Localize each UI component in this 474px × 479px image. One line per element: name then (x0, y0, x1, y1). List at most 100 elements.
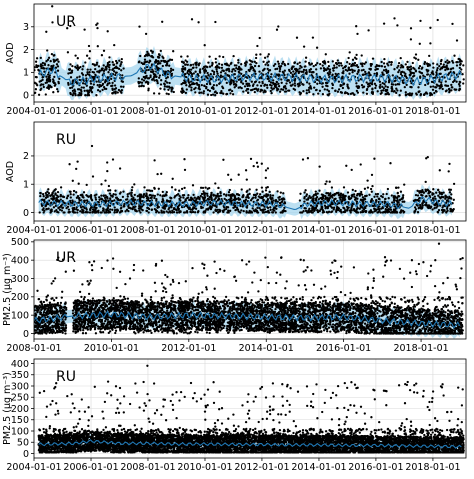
observation-point (88, 57, 91, 60)
observation-point (390, 89, 393, 93)
observation-point (46, 202, 49, 206)
observation-point (216, 211, 220, 214)
observation-point (449, 207, 453, 211)
observation-point (193, 87, 196, 91)
observation-point (387, 207, 391, 211)
observation-point (47, 188, 50, 191)
observation-point (225, 193, 228, 196)
observation-point (429, 26, 432, 29)
observation-point (187, 193, 190, 197)
observation-point (234, 204, 237, 207)
observation-point (71, 94, 74, 97)
observation-point (423, 295, 427, 299)
observation-point (229, 306, 232, 309)
observation-point (51, 21, 54, 24)
observation-point (291, 75, 294, 78)
observation-point (111, 84, 114, 87)
observation-point (165, 62, 169, 65)
observation-point (89, 279, 92, 282)
observation-point (369, 62, 372, 66)
observation-point (438, 190, 441, 194)
observation-point (447, 72, 451, 75)
observation-point (421, 194, 424, 197)
observation-point (168, 86, 172, 89)
observation-point (109, 189, 112, 192)
observation-point (120, 57, 123, 61)
observation-point (36, 64, 39, 68)
observation-point (212, 83, 216, 87)
observation-point (351, 58, 355, 61)
observation-point (55, 196, 58, 200)
observation-point (120, 69, 123, 72)
observation-point (232, 193, 235, 196)
observation-point (329, 192, 332, 195)
observation-point (92, 78, 96, 81)
observation-point (244, 169, 248, 172)
observation-point (418, 70, 421, 73)
observation-point (336, 192, 339, 195)
observation-point (203, 69, 206, 73)
observation-point (299, 64, 302, 68)
observation-point (376, 312, 379, 315)
observation-point (185, 60, 189, 63)
observation-point (278, 90, 282, 93)
observation-point (446, 209, 449, 212)
observation-point (94, 198, 98, 201)
observation-point (258, 77, 261, 80)
observation-point (132, 196, 135, 199)
observation-point (395, 87, 398, 90)
observation-point (240, 188, 243, 191)
observation-point (452, 182, 456, 186)
observation-point (444, 68, 447, 72)
observation-point (447, 170, 450, 173)
observation-point (185, 88, 188, 91)
observation-point (333, 66, 336, 69)
observation-point (42, 85, 45, 89)
observation-point (106, 63, 110, 66)
observation-point (378, 80, 382, 83)
observation-point (404, 94, 408, 97)
observation-point (183, 168, 187, 172)
observation-point (314, 206, 318, 209)
observation-point (240, 209, 243, 212)
x-tick-label: 2008-01-01 (120, 225, 175, 236)
observation-point (355, 82, 358, 85)
observation-point (211, 61, 214, 65)
observation-point (321, 211, 325, 214)
observation-point (65, 197, 69, 200)
observation-point (168, 206, 171, 210)
observation-point (277, 65, 281, 68)
observation-point (42, 211, 45, 214)
observation-point (44, 205, 47, 208)
observation-point (40, 300, 43, 303)
observation-point (244, 80, 248, 83)
observation-point (143, 186, 146, 189)
observation-point (214, 94, 217, 97)
observation-point (359, 77, 362, 81)
observation-point (416, 194, 420, 197)
observation-point (189, 196, 193, 199)
observation-point (435, 83, 438, 86)
observation-point (184, 63, 187, 66)
observation-point (391, 74, 394, 77)
observation-point (329, 273, 333, 276)
observation-point (335, 210, 338, 213)
observation-point (426, 64, 430, 68)
observation-point (417, 86, 420, 89)
observation-point (450, 67, 453, 70)
observation-point (106, 197, 109, 200)
observation-point (192, 63, 195, 66)
observation-point (376, 195, 379, 198)
observation-point (169, 211, 172, 214)
observation-point (111, 61, 114, 64)
observation-point (170, 74, 173, 77)
observation-point (462, 64, 465, 67)
observation-point (393, 17, 396, 20)
observation-point (246, 84, 249, 87)
observation-point (113, 208, 117, 212)
observation-point (216, 64, 219, 67)
observation-point (399, 211, 402, 214)
observation-point (83, 206, 86, 210)
observation-point (184, 59, 187, 62)
observation-point (87, 92, 90, 95)
